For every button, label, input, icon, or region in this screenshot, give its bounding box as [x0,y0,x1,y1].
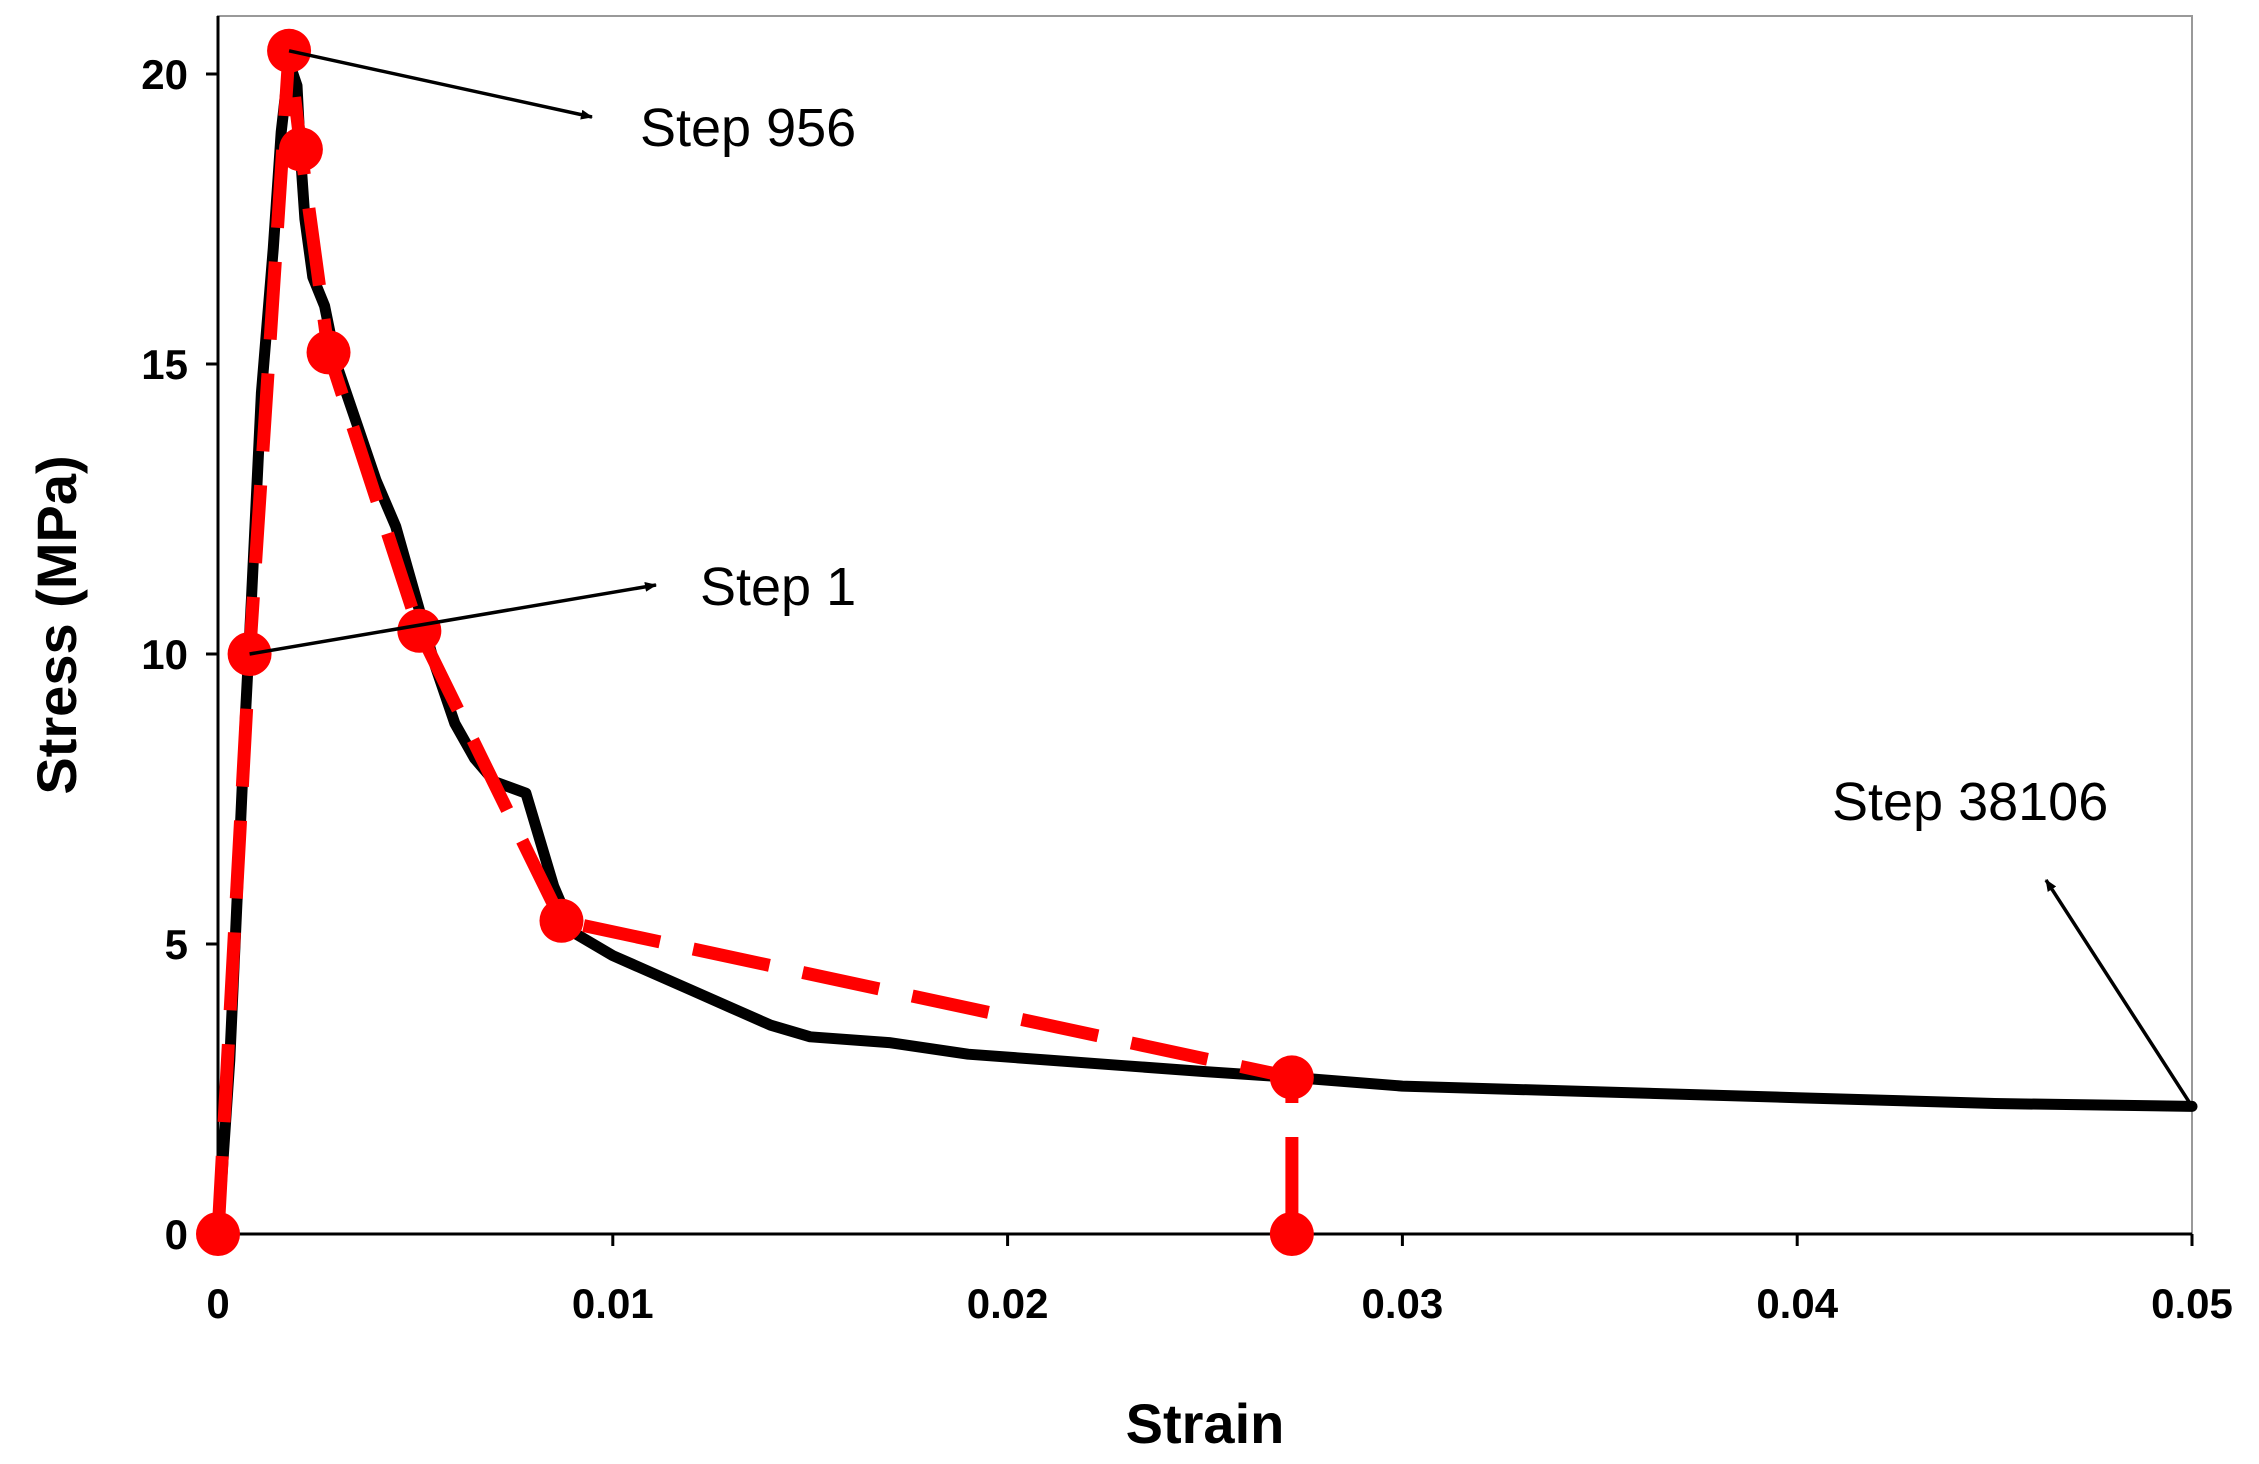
annotation-arrow [288,49,593,120]
series-line-simulation [212,56,2198,1240]
annotation-label: Step 38106 [1832,772,2108,832]
data-point [306,330,351,375]
data-point [1269,1212,1314,1256]
annotation-arrow [249,581,657,656]
data-point [397,608,442,653]
data-point [196,1212,240,1256]
annotation-label: Step 956 [640,98,856,158]
y-tick-label: 15 [141,341,188,388]
x-tick-label: 0.05 [2151,1280,2233,1327]
x-tick-label: 0.03 [1362,1280,1444,1327]
data-point [1269,1055,1314,1100]
x-tick-label: 0.01 [572,1280,654,1327]
x-axis-title: Strain [1126,1392,1285,1455]
x-tick-label: 0 [206,1280,229,1327]
y-axis: 0 5 10 15 20 [141,16,220,1258]
series-layer [196,28,2198,1256]
y-axis-title: Stress (MPa) [25,455,88,794]
data-point [278,127,323,172]
data-point [227,632,272,676]
y-tick-label: 20 [141,51,188,98]
annotations: Step 956 Step 1 Step 38106 [249,49,2194,1108]
y-tick-label: 0 [165,1211,188,1258]
x-tick-label: 0.02 [967,1280,1049,1327]
x-axis: 0 0.01 0.02 0.03 0.04 0.05 [206,1232,2233,1327]
plot-area [217,15,2193,1235]
annotation-arrow [2044,879,2194,1108]
x-tick-label: 0.04 [1756,1280,1838,1327]
data-point [539,898,584,943]
y-tick-label: 5 [165,921,188,968]
y-tick-label: 10 [141,631,188,678]
annotation-label: Step 1 [700,557,856,617]
